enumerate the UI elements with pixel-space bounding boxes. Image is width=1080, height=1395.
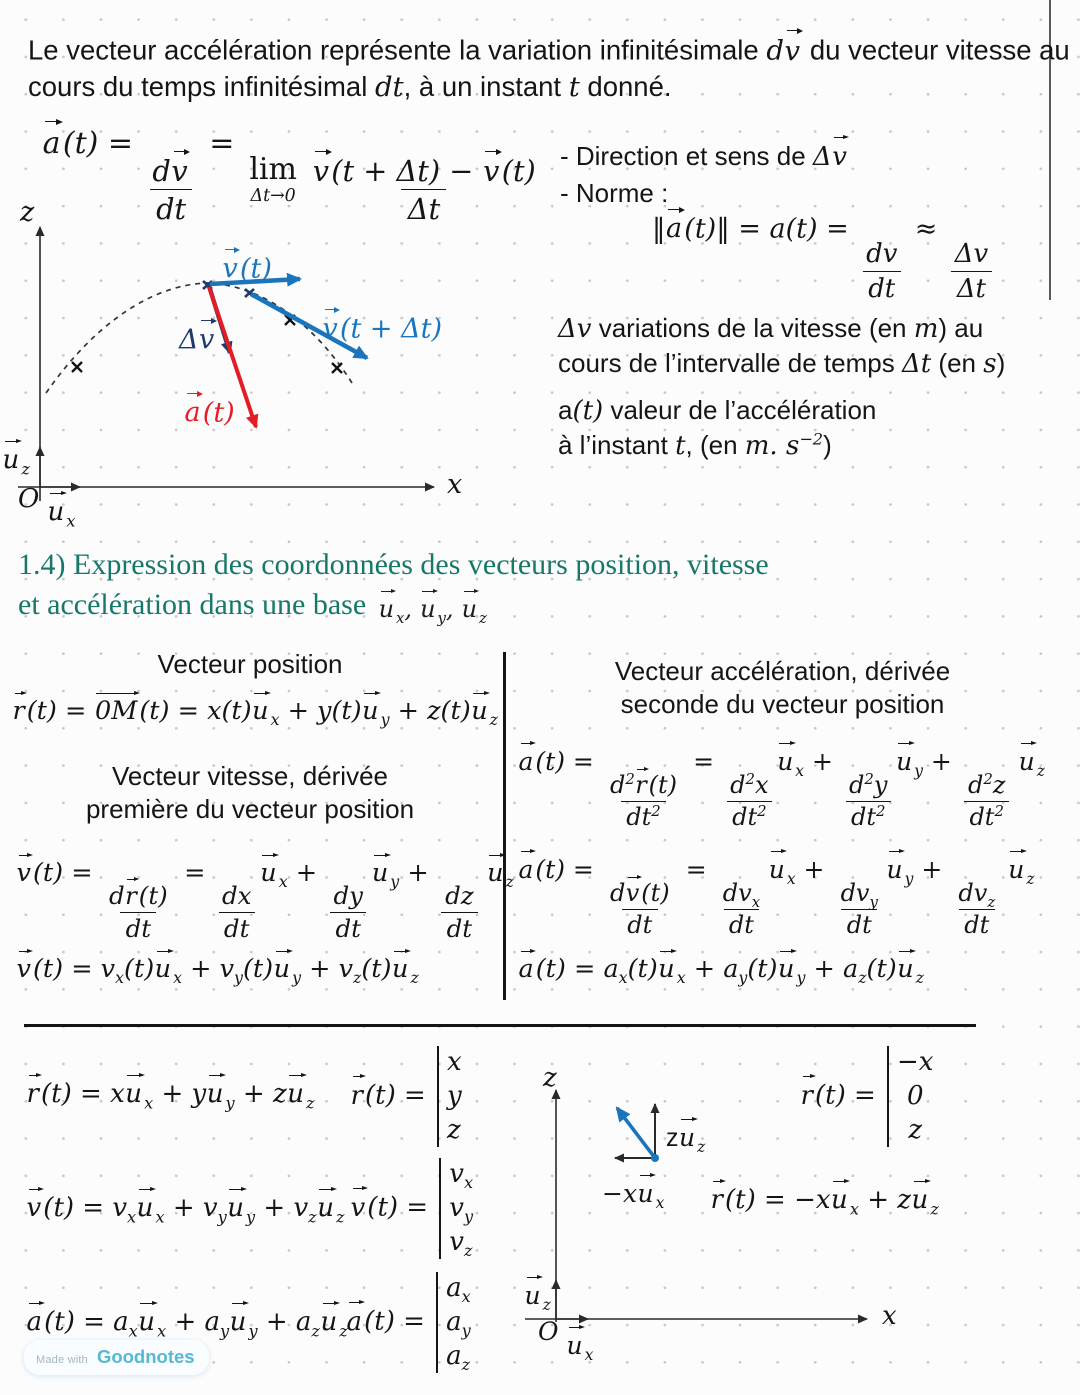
position-vector-heading: Vecteur position: [157, 649, 343, 679]
direction-bullet: - Direction et sens de Δv: [560, 134, 850, 174]
trajectory-diagram: [18, 226, 435, 501]
goodnotes-logo: Goodnotes: [96, 1346, 195, 1367]
acceleration-components-formula: a(t) = ax(t)u x + ay(t)u y + az(t)u z: [518, 948, 924, 986]
norm-formula: ‖a(t)‖ = a(t) = dv dt ≈ Δv Δt: [652, 206, 997, 305]
point-marker: [651, 1154, 659, 1162]
velocity-derivative-formula: v(t) = dr(t) dt = dx dt u x + dy dt u y + dz dt u…: [16, 852, 514, 943]
acceleration-vector: [207, 286, 259, 429]
d1-vt-label: v(t): [222, 246, 272, 286]
position-expanded-formula: r(t) = xu x + yu y + zu z: [26, 1072, 315, 1111]
d1-vtdt-label: v(t + Δt): [322, 306, 442, 346]
d2-z-uz-label: zu z: [666, 1116, 705, 1155]
resultant-position-vector: [615, 1106, 657, 1160]
acceleration-second-derivative-formula: a(t) = d2r(t) dt2 = d2x dt2 u x + d2y dt2 u y +…: [518, 740, 1045, 832]
velocity-column-vector: v(t) = vx vy vz: [350, 1158, 474, 1260]
delta-v-paragraph-line-1: Δv variations de la vitesse (en m) au: [558, 313, 984, 344]
acceleration-definition-formula: a(t) = dv dt = lim Δt→0 v(t + Δt) − v(t) Δt: [42, 118, 546, 226]
d1-acceleration-label: a(t): [184, 390, 235, 430]
acceleration-first-derivative-formula: a(t) = dv(t) dt = dvx dt u x + dvy dt u y + dvz…: [518, 848, 1035, 940]
velocity-heading-line-2: première du vecteur position: [85, 794, 415, 824]
velocity-vector-heading: Vecteur vitesse, dérivée première du vect…: [0, 760, 500, 826]
delta-v-paragraph-line-2: cours de l’intervalle de temps Δt (en s): [558, 348, 1006, 379]
acceleration-expanded-formula: a(t) = axu x + ayu y + azu z: [26, 1300, 348, 1339]
acceleration-column-vector: a(t) = ax ay az: [346, 1272, 471, 1374]
intro-line-1: Le vecteur accélération représente la va…: [28, 27, 1070, 68]
norme-bullet: - Norme :: [560, 178, 669, 208]
watermark-made-with: Made with: [36, 1354, 88, 1366]
velocity-vector-t-dt: [249, 291, 369, 361]
a-t-paragraph-line-2: à l’instant t, (en m. s−2): [558, 429, 832, 461]
goodnotes-watermark: Made with Goodnotes: [24, 1340, 209, 1376]
example-position-formula: r(t) = −xu x + zu z: [710, 1178, 939, 1217]
d2-z-axis-label: z: [543, 1063, 557, 1093]
example-position-diagram: [525, 1089, 868, 1324]
acceleration-heading-line-2: seconde du vecteur position: [620, 689, 945, 719]
d1-origin-label: O: [18, 484, 40, 514]
a-t-paragraph-line-1: a(t) valeur de l’accélération: [558, 395, 877, 426]
section-title-line-2-text: et accélération dans une base: [18, 587, 367, 621]
velocity-vector-t: [209, 272, 302, 287]
d2-origin-label: O: [538, 1317, 559, 1346]
intro-line-2: cours du temps infinitésimal dt, à un in…: [28, 71, 672, 103]
velocity-components-formula: v(t) = vx(t)u x + vy(t)u y + vz(t)u z: [16, 948, 419, 986]
velocity-heading-line-1: Vecteur vitesse, dérivée: [111, 761, 389, 791]
page-edge-line: [1049, 0, 1051, 300]
d1-z-axis-label: z: [20, 197, 35, 228]
d1-x-axis-label: x: [447, 469, 463, 500]
section-title-line-1: 1.4) Expression des coordonnées des vect…: [18, 548, 769, 581]
velocity-expanded-formula: v(t) = vxu x + vyu y + vzu z: [26, 1186, 345, 1225]
position-vector-formula: r(t) = 0M(t) = x(t)u x + y(t)u y + z(t)u z: [12, 690, 498, 728]
acceleration-vector-heading: Vecteur accélération, dérivée seconde du …: [515, 655, 1050, 721]
d2-minus-x-ux-label: −xu x: [602, 1172, 664, 1211]
column-divider: [503, 652, 506, 1000]
d1-delta-v-label: Δv: [179, 317, 217, 357]
example-position-column-vector: r(t) = −x 0 z: [800, 1046, 933, 1148]
d2-x-axis-label: x: [882, 1301, 897, 1331]
acceleration-heading-line-1: Vecteur accélération, dérivée: [614, 656, 951, 686]
section-divider-rule: [24, 1024, 976, 1027]
